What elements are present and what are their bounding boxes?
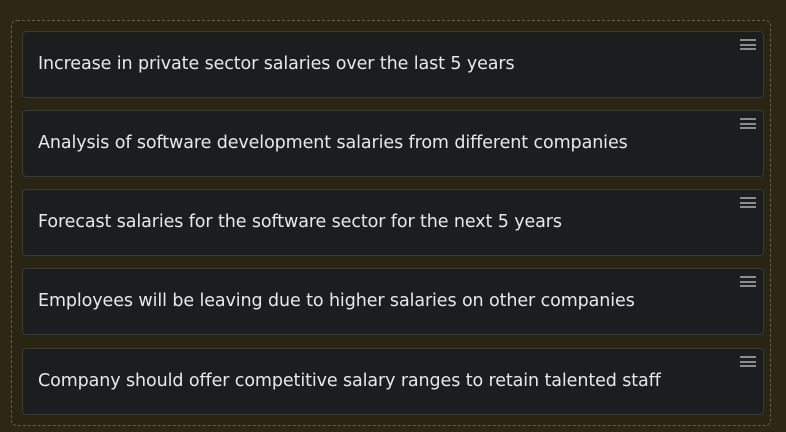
drag-handle-icon[interactable] <box>740 356 756 370</box>
list-item-label: Company should offer competitive salary … <box>38 371 661 391</box>
list-item-label: Increase in private sector salaries over… <box>38 54 515 74</box>
drag-handle-icon[interactable] <box>740 276 756 290</box>
sortable-list-container: Increase in private sector salaries over… <box>11 20 771 426</box>
drag-handle-icon[interactable] <box>740 118 756 132</box>
list-item[interactable]: Employees will be leaving due to higher … <box>22 268 764 335</box>
list-item-label: Analysis of software development salarie… <box>38 133 628 153</box>
list-item-label: Employees will be leaving due to higher … <box>38 291 635 311</box>
drag-handle-icon[interactable] <box>740 197 756 211</box>
list-item[interactable]: Increase in private sector salaries over… <box>22 31 764 98</box>
list-item[interactable]: Analysis of software development salarie… <box>22 110 764 177</box>
list-item[interactable]: Company should offer competitive salary … <box>22 348 764 415</box>
list-item-label: Forecast salaries for the software secto… <box>38 212 562 232</box>
drag-handle-icon[interactable] <box>740 39 756 53</box>
list-item[interactable]: Forecast salaries for the software secto… <box>22 189 764 256</box>
